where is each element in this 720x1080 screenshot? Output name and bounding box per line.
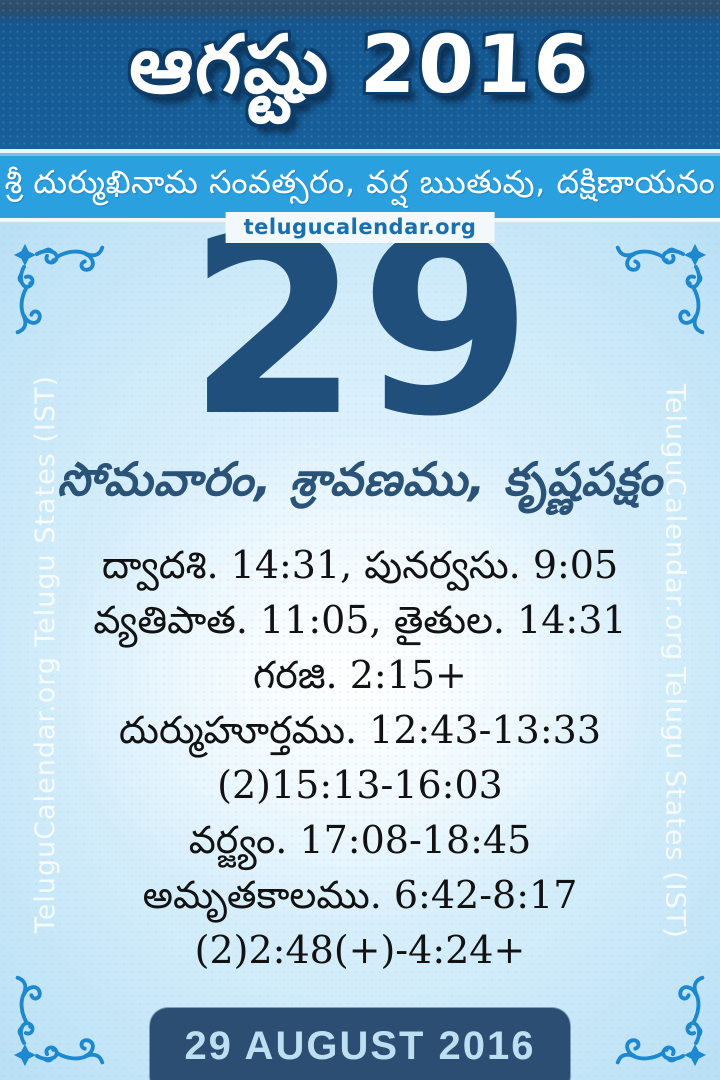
footer-date-bar: 29 AUGUST 2016 (150, 1008, 570, 1080)
panchangam-line-varjyam: వర్జ్యం. 17:08-18:45 (188, 818, 532, 862)
panchangam-line-amruthakalam: అమృతకాలము. 6:42-8:17 (142, 873, 578, 917)
samvatsara-subtitle: శ్రీ దుర్ముఖినామ సంవత్సరం, వర్ష ఋతువు, ద… (4, 162, 716, 201)
flourish-top-left-icon (13, 243, 105, 335)
day-number: 29 (187, 183, 533, 471)
watermark-right-top: TeluguCalendar.org (659, 383, 691, 662)
panchangam-line-yoga-karana: వ్యతిపాత. 11:05, తైతుల. 14:31 (93, 598, 627, 642)
panchangam-line-karana2: గరజి. 2:15+ (253, 653, 467, 697)
site-badge-link[interactable]: telugucalendar.org (225, 212, 495, 243)
day-info-line: సోమవారం, శ్రావణము, కృష్ణపక్షం (57, 452, 663, 506)
month-year-title: ఆగష్టు 2016 (127, 18, 593, 111)
flourish-bottom-right-icon (615, 975, 707, 1067)
panchangam-line-durmuhurtham2: (2)15:13-16:03 (217, 763, 503, 807)
flourish-bottom-left-icon (13, 975, 105, 1067)
samvatsara-band: శ్రీ దుర్ముఖినామ సంవత్సరం, వర్ష ఋతువు, ద… (0, 149, 720, 222)
watermark-right-bottom: Telugu States (IST) (659, 667, 691, 939)
header-banner: ఆగష్టు 2016 (0, 0, 720, 149)
panchangam-line-amruthakalam2: (2)2:48(+)-4:24+ (194, 928, 526, 972)
panchangam-line-durmuhurtham: దుర్ముహూర్తము. 12:43-13:33 (118, 708, 602, 752)
footer-date-label: 29 AUGUST 2016 (184, 1024, 536, 1068)
panchangam-details: ద్వాదశి. 14:31, పునర్వసు. 9:05 వ్యతిపాత.… (0, 538, 720, 978)
panchangam-line-tithi-nakshatra: ద్వాదశి. 14:31, పునర్వసు. 9:05 (101, 543, 619, 587)
flourish-top-right-icon (615, 243, 707, 335)
